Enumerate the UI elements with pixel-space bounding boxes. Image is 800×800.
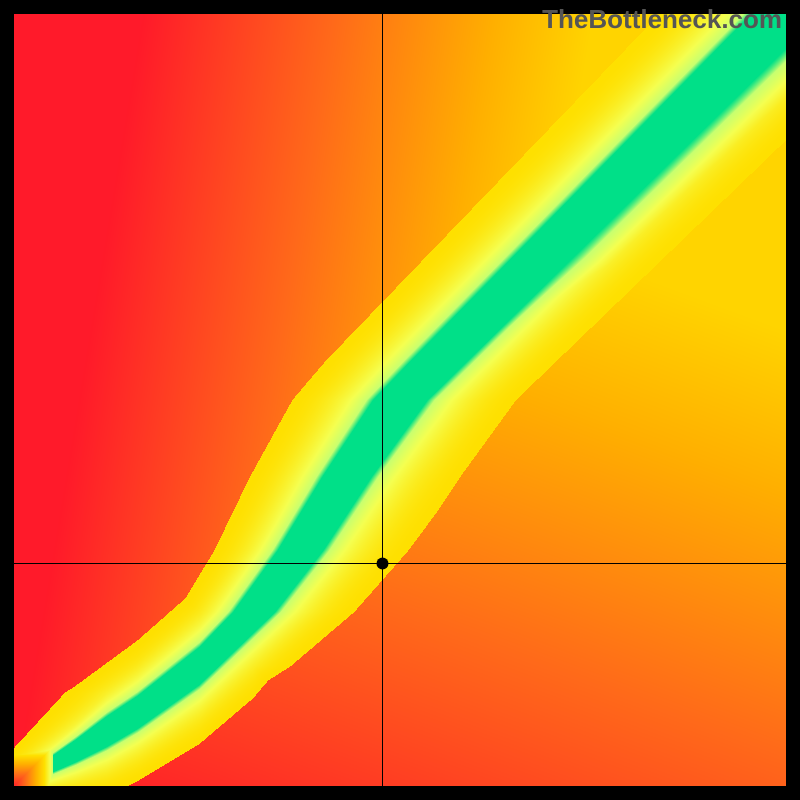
plot-area — [14, 14, 786, 786]
watermark-text: TheBottleneck.com — [542, 4, 782, 35]
bottleneck-heatmap — [14, 14, 786, 786]
chart-container: TheBottleneck.com — [0, 0, 800, 800]
